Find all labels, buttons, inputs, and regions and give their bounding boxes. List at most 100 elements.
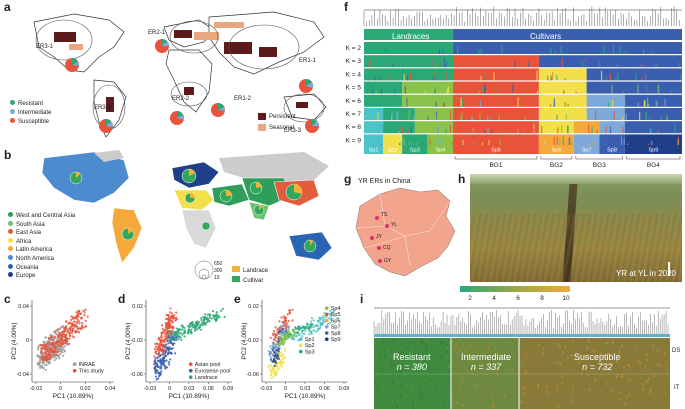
admixture-noise — [656, 101, 658, 107]
admixture-block — [573, 121, 600, 134]
admixture-noise — [550, 75, 552, 81]
scatter-point — [201, 324, 204, 327]
admixture-noise — [616, 64, 618, 68]
scatter-point — [73, 320, 76, 323]
panel-a-map-legend: Persistent Seasonal — [258, 112, 296, 134]
scatter-point — [309, 330, 313, 333]
legend-label: European pool — [195, 369, 231, 375]
scatter-point — [69, 329, 72, 332]
admixture-noise — [402, 62, 404, 68]
scatter-point — [280, 316, 283, 319]
k-label: K = 9 — [346, 137, 362, 144]
scatter-point — [279, 333, 283, 336]
admixture-noise — [533, 124, 535, 134]
scatter-point — [46, 358, 49, 361]
sp-block — [573, 145, 600, 154]
admixture-block — [453, 55, 539, 68]
scatter-point — [84, 319, 87, 322]
heatmap-cell — [399, 396, 402, 400]
legend-north-america: North America — [16, 255, 55, 262]
admixture-noise — [616, 88, 619, 94]
scatter-point — [155, 352, 159, 356]
scatter-point — [306, 324, 309, 327]
scatter-point — [178, 335, 181, 338]
heatmap-cell — [649, 388, 652, 392]
scatter-point — [57, 330, 60, 334]
scatter-point — [61, 354, 65, 357]
scatter-point — [275, 343, 278, 346]
landraces-header-bar — [364, 29, 454, 40]
heatmap-cell — [594, 378, 597, 382]
scatter-point — [64, 338, 67, 341]
admixture-noise — [640, 51, 642, 54]
admixture-noise — [585, 115, 588, 120]
admixture-noise — [604, 112, 606, 120]
scatter-point — [279, 359, 282, 362]
admixture-noise — [664, 99, 666, 107]
admixture-noise — [379, 77, 381, 81]
site-jy: JY — [376, 234, 382, 240]
x-tick-label: 0 — [284, 386, 287, 392]
scatter-point — [281, 331, 284, 335]
heatmap-cell — [520, 401, 523, 405]
scatter-point — [50, 339, 53, 342]
admixture-noise — [406, 49, 409, 54]
scatter-point — [64, 326, 67, 329]
legend-marker — [298, 337, 303, 341]
heatmap-cell — [608, 370, 611, 374]
scatter-point — [281, 362, 284, 365]
admixture-noise — [424, 90, 426, 94]
heatmap-cell — [638, 359, 640, 363]
heatmap-cell — [557, 404, 560, 408]
scatter-point — [196, 324, 199, 327]
admixture-noise — [661, 130, 663, 134]
admixture-noise — [582, 61, 584, 68]
admixture-block — [538, 68, 587, 81]
heatmap-cell — [494, 366, 497, 370]
heatmap-cell — [557, 343, 560, 347]
heatmap-cell — [655, 349, 658, 353]
scatter-point — [200, 328, 203, 331]
heatmap-cell — [390, 363, 393, 367]
legend-east-asia: East Asia — [16, 230, 42, 237]
size-650: 650 — [214, 261, 223, 267]
scatter-point — [176, 332, 179, 335]
scatter-point — [172, 317, 175, 320]
admixture-noise — [378, 127, 380, 134]
admixture-noise — [432, 58, 434, 68]
scatter-point — [53, 343, 56, 346]
scatter-point — [47, 337, 50, 340]
sp-label: Sp2 — [388, 148, 398, 154]
scatter-point — [271, 343, 275, 347]
admixture-block — [453, 108, 539, 120]
scatter-point — [44, 336, 47, 339]
scatter-point — [169, 352, 173, 355]
heatmap-cell — [392, 380, 394, 384]
admixture-block — [599, 134, 625, 147]
scatter-point — [275, 339, 278, 343]
heatmap-cell — [519, 363, 521, 367]
heatmap-cell — [642, 387, 645, 391]
heatmap-cell — [423, 365, 425, 369]
heatmap-cell — [448, 365, 450, 369]
scatter-point — [287, 332, 290, 335]
admixture-block — [538, 55, 682, 68]
admixture-noise — [673, 91, 675, 94]
scatter-point — [273, 364, 276, 367]
bg-label: BG3 — [593, 162, 606, 169]
scatter-point — [297, 339, 300, 342]
admixture-noise — [431, 58, 433, 68]
scatter-point — [274, 326, 277, 329]
admixture-noise — [403, 74, 405, 81]
scatter-point — [281, 353, 284, 356]
admixture-block — [538, 108, 587, 120]
legend-latin-america: Latin America — [16, 247, 53, 254]
scatter-point — [68, 327, 71, 330]
legend-label: Sp1 — [305, 337, 315, 343]
heatmap-cell — [471, 371, 474, 375]
heatmap-cell — [522, 392, 525, 396]
admixture-noise — [561, 125, 563, 134]
legend-south-asia: South Asia — [16, 221, 45, 228]
heatmap-cell — [594, 349, 597, 353]
legend-marker — [72, 362, 77, 366]
